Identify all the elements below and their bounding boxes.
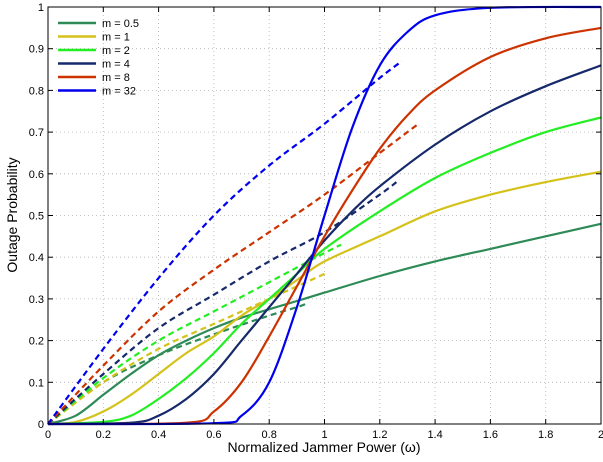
series-line-dashed-0 xyxy=(47,302,309,425)
series-line-dashed-2 xyxy=(47,243,342,425)
series-line-solid-3 xyxy=(47,64,602,426)
series-line-solid-5 xyxy=(47,5,602,426)
y-tick-label: 0.5 xyxy=(29,211,44,223)
y-tick-label: 0.4 xyxy=(29,252,44,264)
legend-entry-label: m = 1 xyxy=(102,32,130,44)
y-tick-label: 0.1 xyxy=(29,377,44,389)
x-tick-label: 0.6 xyxy=(206,429,221,441)
series-line-solid-0 xyxy=(47,222,602,426)
x-tick-label: 0.2 xyxy=(96,429,111,441)
legend-entry-label: m = 4 xyxy=(102,59,130,71)
x-axis-label: Normalized Jammer Power (ω) xyxy=(228,439,421,455)
x-tick-label: 0 xyxy=(45,429,51,441)
x-tick-label: 1.6 xyxy=(483,429,498,441)
legend-entry-label: m = 8 xyxy=(102,72,130,84)
x-tick-label: 1.8 xyxy=(538,429,553,441)
legend: m = 0.5 m = 1m = 2 m = 4m = 8 m = 32 xyxy=(58,18,139,98)
series-lines xyxy=(47,5,602,426)
x-tick-label: 1.4 xyxy=(427,429,442,441)
y-tick-label: 1 xyxy=(38,2,44,14)
x-tick-label: 1 xyxy=(321,429,327,441)
y-tick-label: 0.2 xyxy=(29,336,44,348)
y-tick-label: 0.6 xyxy=(29,169,44,181)
y-axis-label: Outage Probability xyxy=(4,157,20,272)
y-tick-label: 0 xyxy=(38,419,44,431)
x-tick-label: 2 xyxy=(598,429,603,441)
y-tick-label: 0.8 xyxy=(29,85,44,97)
series-line-solid-2 xyxy=(47,116,602,426)
legend-entry-label: m = 2 xyxy=(102,45,130,57)
series-line-solid-1 xyxy=(47,170,602,426)
series-line-dashed-5 xyxy=(47,60,403,425)
legend-entry-label: m = 0.5 xyxy=(102,18,139,30)
series-line-solid-4 xyxy=(47,26,602,426)
legend-entry-label: m = 32 xyxy=(102,86,136,98)
axis-ticks: 0 0.2 0.4 0.6 0.8 1 1.2 1.4 1.6 1.8 2 0 0.1 0.2 0.3 0.4… xyxy=(29,2,603,441)
x-tick-label: 1.2 xyxy=(372,429,387,441)
y-tick-label: 0.7 xyxy=(29,127,44,139)
x-tick-label: 0.8 xyxy=(262,429,277,441)
y-tick-label: 0.9 xyxy=(29,44,44,56)
y-tick-label: 0.3 xyxy=(29,294,44,306)
x-tick-label: 0.4 xyxy=(151,429,166,441)
